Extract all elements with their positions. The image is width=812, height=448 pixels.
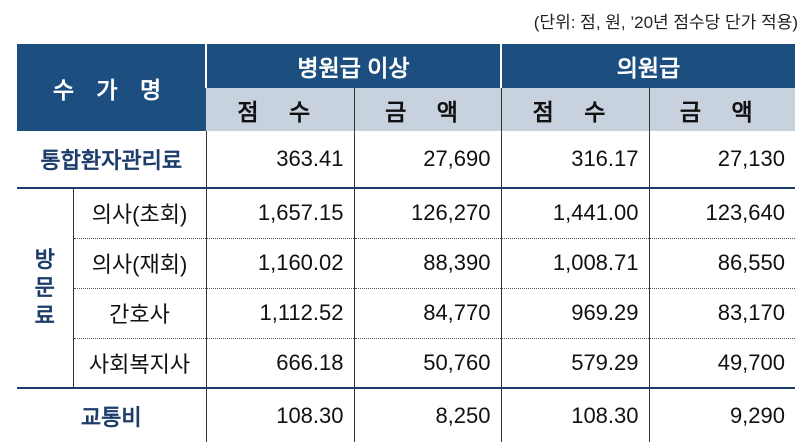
row-label-doctor-first: 의사(초회)	[73, 188, 207, 239]
cell-clinic-score: 108.30	[501, 388, 650, 442]
header-clinic-score: 점 수	[501, 88, 650, 131]
header-row-2: 점 수 금 액 점 수 금 액	[17, 88, 795, 131]
visit-fee-group-label: 방 문 료	[17, 188, 74, 389]
cell-clinic-score: 316.17	[501, 131, 650, 189]
cell-clinic-score: 969.29	[501, 288, 650, 339]
row-label-integrated: 통합환자관리료	[17, 131, 207, 189]
table-row: 통합환자관리료 363.41 27,690 316.17 27,130	[17, 131, 795, 189]
row-label-doctor-repeat: 의사(재회)	[73, 238, 207, 289]
cell-clinic-amount: 27,130	[649, 131, 795, 189]
header-clinic-group: 의원급	[500, 44, 795, 88]
row-label-social-worker: 사회복지사	[73, 338, 207, 389]
cell-hospital-amount: 84,770	[354, 288, 502, 339]
cell-clinic-amount: 123,640	[649, 188, 795, 239]
cell-hospital-score: 363.41	[206, 131, 355, 189]
cell-clinic-amount: 9,290	[729, 402, 785, 428]
header-hospital-group: 병원급 이상	[205, 44, 501, 88]
row-label-transport: 교통비	[17, 388, 207, 442]
fee-table: 수 가 명 병원급 이상 의원급 점 수 금 액 점 수 금 액 통합환자관리료…	[17, 44, 795, 442]
cell-hospital-amount: 27,690	[354, 131, 502, 189]
table-row: 간호사 1,112.52 84,770 969.29 83,170	[17, 288, 795, 339]
cell-hospital-amount: 88,390	[354, 238, 502, 289]
cell-clinic-score: 1,008.71	[501, 238, 650, 289]
table-row: 교통비 108.30 8,250 108.30 9,290	[17, 388, 795, 442]
table-row: 방 문 료 의사(초회) 1,657.15 126,270 1,441.00 1…	[17, 188, 795, 389]
cell-hospital-score: 1,657.15	[206, 188, 355, 239]
cell-hospital-amount: 50,760	[354, 338, 502, 389]
table-row: 의사(재회) 1,160.02 88,390 1,008.71 86,550	[17, 238, 795, 289]
header-clinic-amount: 금 액	[649, 88, 795, 131]
cell-hospital-score: 666.18	[206, 338, 355, 389]
header-row-1: 수 가 명 병원급 이상 의원급	[17, 44, 795, 131]
cell-clinic-amount: 49,700	[649, 338, 795, 389]
cell-hospital-score: 1,112.52	[206, 288, 355, 339]
cell-clinic-score: 1,441.00	[501, 188, 650, 239]
unit-note: (단위: 점, 원, ’20년 점수당 단가 적용)	[533, 13, 798, 32]
header-fee-name: 수 가 명	[17, 44, 206, 131]
cell-hospital-amount: 126,270	[354, 188, 502, 239]
cell-clinic-amount: 86,550	[649, 238, 795, 289]
header-hospital-score: 점 수	[206, 88, 355, 131]
table-row: 사회복지사 666.18 50,760 579.29 49,700	[17, 338, 795, 389]
cell-clinic-score: 579.29	[501, 338, 650, 389]
header-hospital-amount: 금 액	[354, 88, 502, 131]
cell-clinic-amount: 83,170	[649, 288, 795, 339]
cell-hospital-score: 1,160.02	[206, 238, 355, 289]
cell-hospital-amount: 8,250	[354, 388, 502, 442]
cell-hospital-score: 108.30	[206, 388, 355, 442]
row-label-nurse: 간호사	[73, 288, 207, 339]
visit-fee-group-text: 방 문 료	[34, 247, 55, 328]
